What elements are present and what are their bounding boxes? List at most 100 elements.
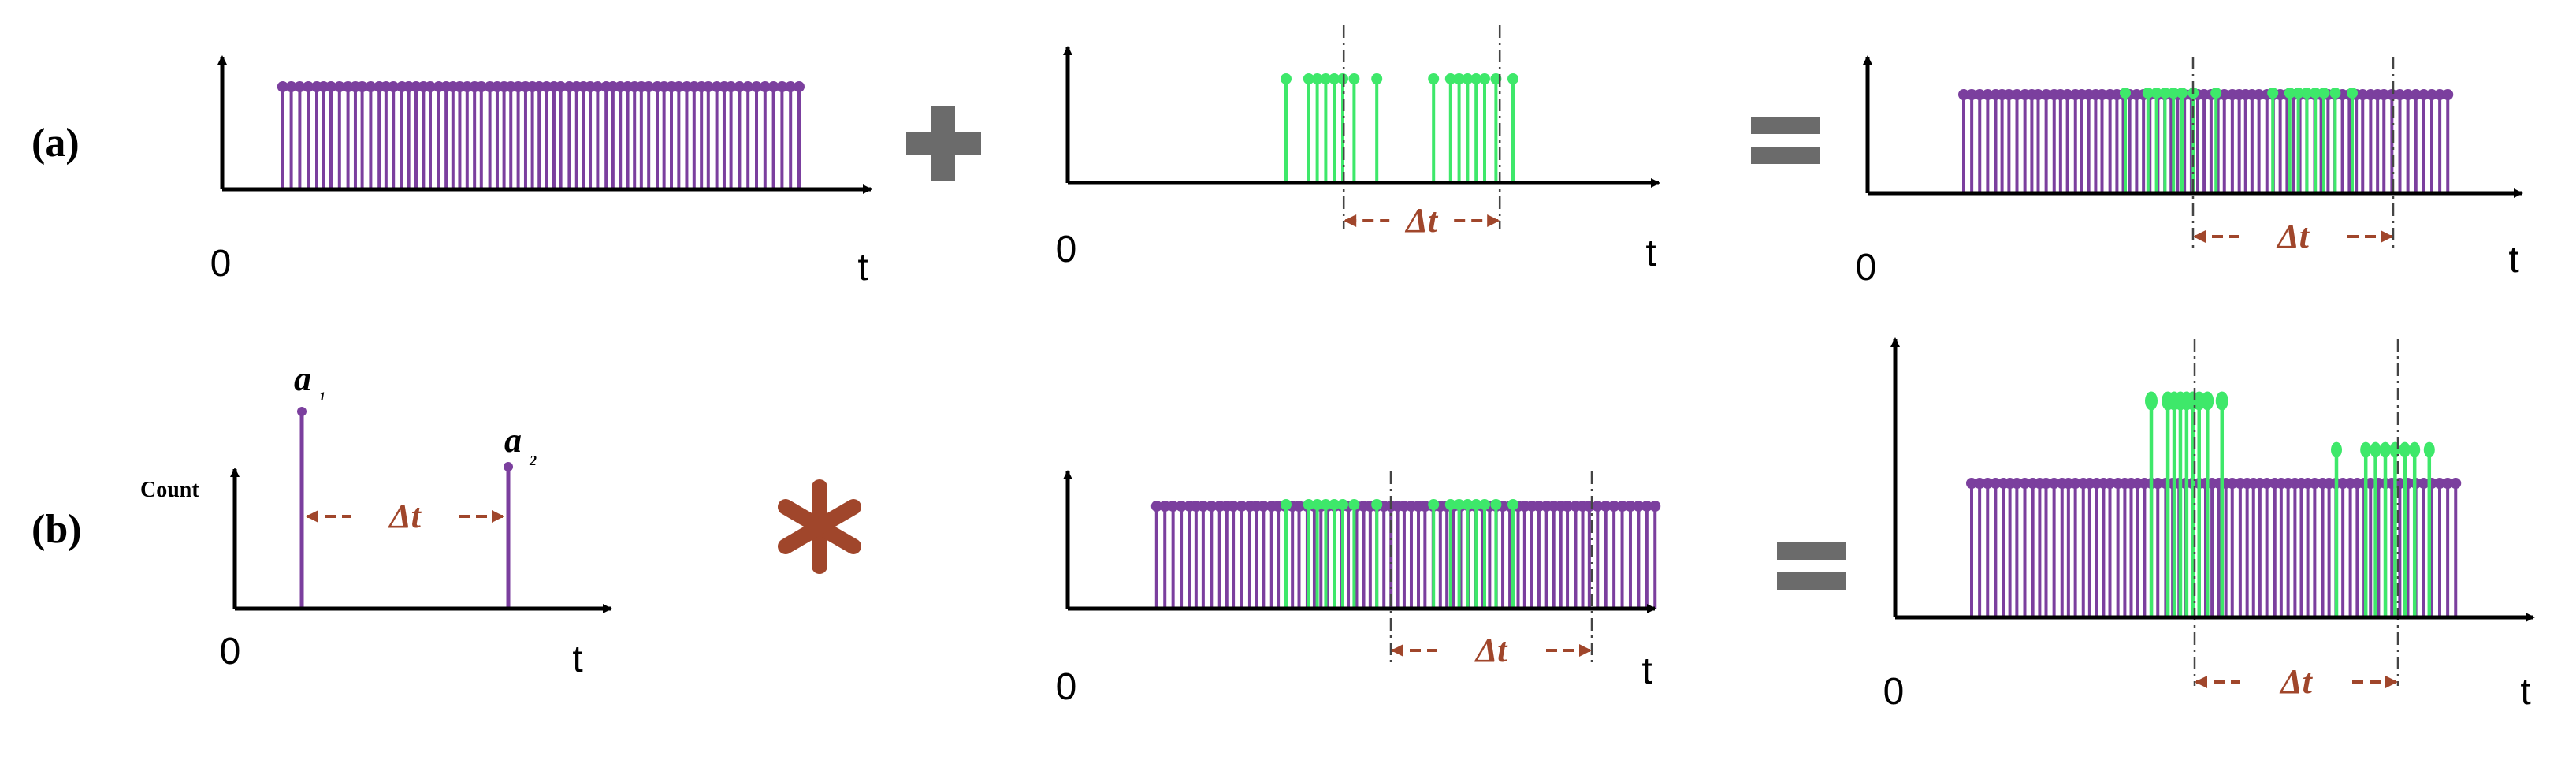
a3-bg-stem-head-66 [2426, 89, 2437, 100]
b2-delta-t-arrowhead-right [1579, 644, 1592, 657]
b2-sig-stem-head-1 [1303, 499, 1314, 510]
b2-bg-stem-head-61 [1592, 501, 1604, 512]
b2-bg-stem-head-67 [1641, 501, 1652, 512]
a2-sig-stem-head-8 [1428, 73, 1440, 84]
a3-bg-stem-head-1 [1966, 89, 1978, 100]
a3-sig-stem-head-15 [2347, 88, 2358, 99]
a2-sig-stem-head-14 [1490, 73, 1502, 84]
a3-delta-t-arrowhead-right [2381, 230, 2393, 243]
b3-bg-stem-head-66 [2434, 478, 2445, 489]
a3-bg-stem-head-14 [2061, 89, 2073, 100]
a3-bg-stem-head-61 [2386, 89, 2398, 100]
b3-bg-stem-head-7 [2019, 478, 2031, 489]
a2-sig-stem-head-6 [1348, 73, 1360, 84]
b2-sig-stem-head-13 [1479, 499, 1490, 510]
b2-bg-stem-head-53 [1533, 501, 1544, 512]
b2-bg-stem-head-37 [1419, 501, 1431, 512]
a3-bg-stem-head-19 [2096, 89, 2108, 100]
a1-bg-stem-head-37 [555, 81, 567, 92]
b2-bg-stem-head-11 [1236, 501, 1247, 512]
a3-bg-stem-head-42 [2253, 89, 2265, 100]
b2-bg-stem-head-0 [1150, 501, 1162, 512]
a3-sig-stem-head-2 [2150, 88, 2162, 99]
kernel-label-a1: a [294, 360, 311, 398]
a3-sig-stem-head-3 [2159, 88, 2171, 99]
a2-sig-stem-head-13 [1479, 73, 1490, 84]
a3-sig-stem-head-13 [2318, 88, 2329, 99]
a3-bg-stem-head-62 [2394, 89, 2406, 100]
b3-bg-stem-head-3 [1990, 478, 2002, 489]
b3-peak-sec-head-7 [2423, 441, 2435, 458]
a3-bg-stem-head-11 [2040, 89, 2052, 100]
a1-bg-stem-head-11 [365, 81, 377, 92]
b2-delta-t-label: Δt [1474, 631, 1509, 669]
kernel-label-a2: a [504, 421, 522, 460]
b3-bg-stem-head-49 [2309, 478, 2321, 489]
b2-sig-stem-head-12 [1470, 499, 1482, 510]
a2-sig-stem-head-7 [1371, 73, 1383, 84]
b2-sig-stem-head-6 [1348, 499, 1360, 510]
a3-time-label: t [2508, 239, 2518, 281]
a1-bg-stem-head-67 [785, 81, 797, 92]
b1-time-label: t [572, 639, 582, 680]
a3-sig-stem-head-8 [2267, 88, 2279, 99]
a1-bg-stem-head-3 [303, 81, 314, 92]
a3-sig-stem-head-7 [2210, 88, 2222, 99]
b2-bg-stem-head-1 [1159, 501, 1171, 512]
b3-bg-stem-head-64 [2418, 478, 2429, 489]
a1-bg-stem-head-64 [759, 81, 771, 92]
a3-sig-stem-head-0 [2120, 88, 2131, 99]
panel-b-combined: Δt 0 t [1056, 470, 1661, 708]
b2-time-label: t [1641, 650, 1652, 692]
a1-origin-label: 0 [210, 243, 232, 285]
kernel-peak-head-a1 [297, 407, 307, 416]
a1-bg-stem-head-61 [734, 81, 745, 92]
b1-origin-label: 0 [220, 631, 241, 672]
panel-a-sum: Δt 0 t [1856, 55, 2523, 289]
b3-origin-label: 0 [1883, 671, 1905, 713]
row-b-label: (b) [32, 507, 82, 552]
a2-sig-stem-head-12 [1470, 73, 1482, 84]
a2-sig-stem-head-4 [1329, 73, 1340, 84]
a2-time-label: t [1645, 233, 1656, 274]
a3-bg-stem-head-63 [2402, 89, 2414, 100]
b3-bg-stem-head-11 [2048, 478, 2060, 489]
b2-origin-label: 0 [1056, 666, 1077, 708]
b3-bg-stem-head-10 [2040, 478, 2052, 489]
b2-bg-stem-head-64 [1616, 501, 1628, 512]
a2-delta-t-label: Δt [1404, 201, 1439, 240]
b3-bg-stem-head-0 [1966, 478, 1977, 489]
b3-delta-t-label: Δt [2279, 662, 2314, 701]
b2-bg-stem-head-63 [1608, 501, 1620, 512]
a3-sig-stem-head-10 [2292, 88, 2304, 99]
b2-sig-stem-head-11 [1462, 499, 1474, 510]
b2-sig-stem-head-7 [1371, 499, 1383, 510]
b2-sig-stem-head-14 [1490, 499, 1502, 510]
a1-bg-stem-head-60 [725, 81, 737, 92]
a2-sig-stem-head-9 [1444, 73, 1456, 84]
a1-bg-stem-head-0 [277, 81, 288, 92]
a3-sig-stem-head-9 [2284, 88, 2295, 99]
b2-sig-stem-head-4 [1329, 499, 1340, 510]
b3-delta-t-arrowhead-left [2195, 676, 2207, 688]
b1-delta-t-label: Δt [388, 497, 422, 535]
a1-bg-stem-head-10 [356, 81, 368, 92]
a3-sig-stem-head-11 [2301, 88, 2313, 99]
a1-bg-stem-head-68 [794, 81, 805, 92]
a1-bg-stem-head-14 [388, 81, 400, 92]
panel-b-correlation: Δt 0 t [1883, 337, 2535, 713]
b3-bg-stem-head-6 [2011, 478, 2023, 489]
panel-a-signal: Δt 0 t [1056, 25, 1660, 274]
a3-bg-stem-head-3 [1982, 89, 1994, 100]
b3-bg-stem-head-42 [2261, 478, 2273, 489]
a2-sig-stem-head-15 [1507, 73, 1518, 84]
b3-peak-main-head-8 [2215, 391, 2228, 411]
a3-sig-stem-head-14 [2329, 88, 2341, 99]
a2-sig-stem-head-11 [1462, 73, 1474, 84]
a3-delta-t-arrowhead-left [2193, 230, 2206, 243]
a3-sig-stem-head-4 [2168, 88, 2180, 99]
a3-bg-stem-head-6 [2003, 89, 2015, 100]
a3-bg-stem-head-2 [1974, 89, 1986, 100]
b3-peak-sec-head-0 [2331, 441, 2342, 458]
